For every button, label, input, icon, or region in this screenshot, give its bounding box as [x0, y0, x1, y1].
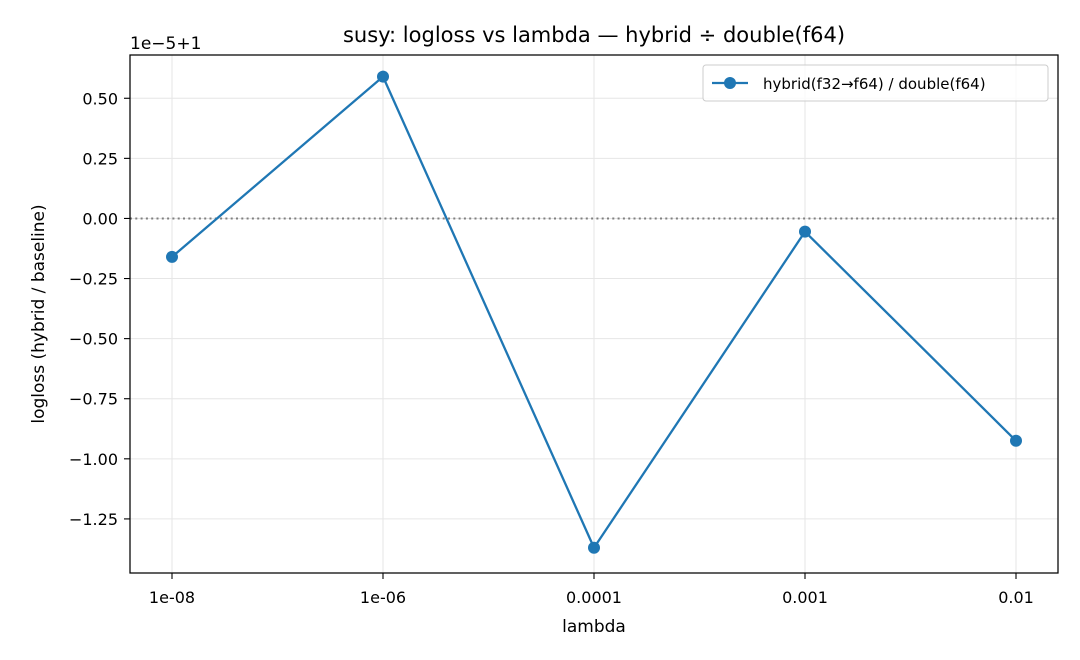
chart-title: susy: logloss vs lambda — hybrid ÷ doubl…: [343, 23, 845, 47]
legend: hybrid(f32→f64) / double(f64): [702, 64, 1049, 102]
y-tick-label: −0.25: [69, 270, 118, 289]
y-tick-label: −1.00: [69, 450, 118, 469]
y-tick-label: 0.50: [82, 89, 118, 108]
y-tick-label: 0.00: [82, 209, 118, 228]
data-point: [377, 70, 389, 83]
x-tick-label: 0.001: [782, 588, 828, 607]
data-point: [588, 541, 600, 554]
data-point: [799, 225, 811, 238]
y-tick-label: −0.50: [69, 330, 118, 349]
x-tick-label: 0.0001: [566, 588, 622, 607]
x-tick-label: 0.01: [998, 588, 1034, 607]
y-axis-offset-label: 1e−5+1: [130, 34, 201, 54]
y-tick-label: 0.25: [82, 149, 118, 168]
y-tick-label: −1.25: [69, 510, 118, 529]
y-axis-label: logloss (hybrid / baseline): [29, 204, 49, 423]
y-tick-label: −0.75: [69, 390, 118, 409]
data-point: [166, 250, 178, 263]
ticks-layer: 0.50 0.25 0.00 −0.25 −0.50 −0.75 −1.00 −1.25 1e-…: [69, 89, 1034, 607]
data-point: [1010, 434, 1022, 447]
series-layer: [166, 70, 1022, 554]
grid-layer: [130, 55, 1058, 573]
legend-label: hybrid(f32→f64) / double(f64): [763, 75, 986, 93]
legend-marker-swatch: [724, 77, 736, 89]
x-axis-label: lambda: [562, 617, 626, 637]
legend-box: [702, 64, 1049, 102]
x-tick-label: 1e-08: [149, 588, 195, 607]
x-tick-label: 1e-06: [360, 588, 406, 607]
